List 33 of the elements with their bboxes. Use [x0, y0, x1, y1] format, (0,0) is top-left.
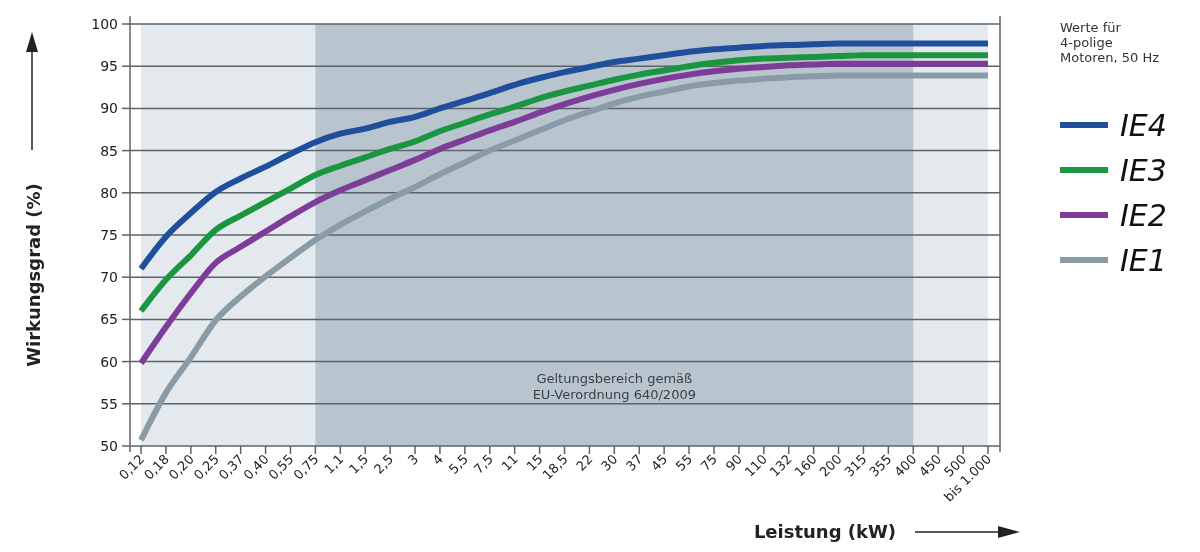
y-tick-label: 60 — [100, 353, 118, 370]
y-tick-label: 90 — [100, 100, 118, 117]
legend-label: IE2 — [1120, 197, 1167, 233]
y-tick-label: 100 — [91, 15, 118, 32]
y-tick-label: 70 — [100, 269, 118, 286]
y-tick-label: 55 — [100, 395, 118, 412]
y-tick-label: 65 — [100, 311, 118, 328]
legend-title: Werte für 4-polige Motoren, 50 Hz — [1060, 20, 1160, 65]
y-tick-label: 80 — [100, 184, 118, 201]
x-tick-label: 30 — [598, 451, 621, 474]
band-label: Geltungsbereich gemäß EU-Verordnung 640/2009 — [532, 371, 696, 402]
legend-label: IE1 — [1120, 242, 1167, 278]
x-tick-label: 37 — [623, 451, 646, 474]
x-tick-label: 1,5 — [346, 451, 372, 477]
x-tick-label: 45 — [647, 451, 671, 474]
y-tick-label: 85 — [100, 142, 118, 159]
x-tick-label: 22 — [573, 451, 596, 474]
x-tick-label: 4 — [429, 451, 447, 468]
y-tick-label: 75 — [100, 226, 118, 243]
y-tick-label: 95 — [100, 58, 118, 75]
x-tick-label: 7,5 — [470, 451, 496, 477]
x-tick-label: 75 — [697, 451, 721, 474]
x-axis-title: Leistung (kW) — [753, 521, 897, 542]
x-tick-label: 1,1 — [321, 451, 347, 477]
x-tick-label: 11 — [498, 451, 521, 474]
x-tick-label: 3 — [404, 451, 422, 468]
legend-label: IE3 — [1120, 152, 1167, 188]
x-tick-label: 55 — [672, 451, 696, 474]
legend-label: IE4 — [1120, 107, 1167, 143]
x-tick-label: 5,5 — [445, 451, 471, 477]
y-axis-title: Wirkungsgrad (%) — [23, 183, 44, 367]
y-tick-label: 50 — [100, 437, 118, 454]
x-tick-label: 2,5 — [371, 451, 397, 477]
